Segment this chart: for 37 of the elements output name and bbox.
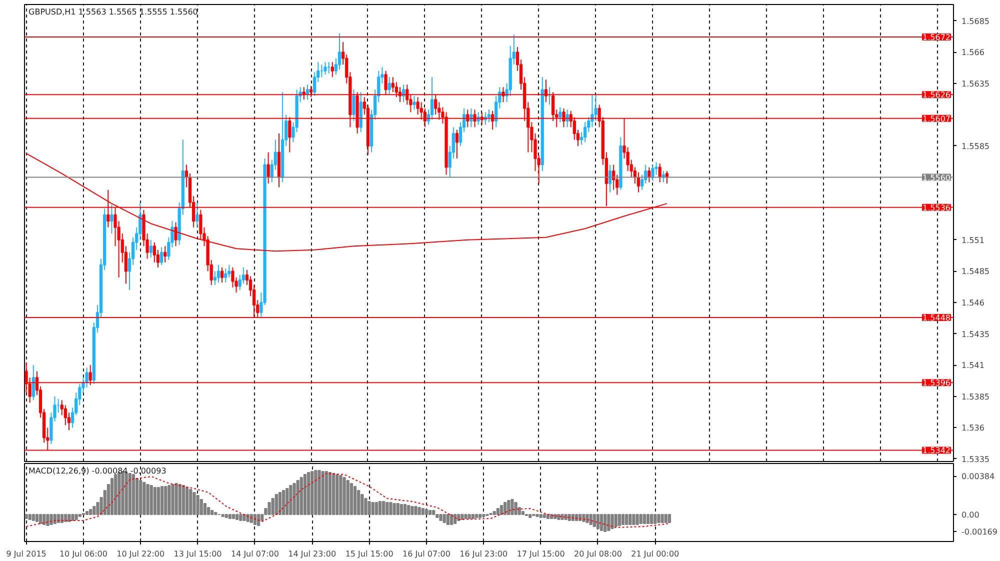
x-tick-label: 10 Jul 06:00 — [59, 550, 108, 558]
y-tick-label: 1.546 — [962, 298, 984, 308]
y-tick-label: 0.00 — [962, 510, 980, 520]
x-tick-label: 14 Jul 07:00 — [230, 550, 279, 558]
ref-line-label: 1.5607 — [922, 114, 951, 124]
y-tick-label: 1.5385 — [962, 392, 990, 402]
x-tick-label: 15 Jul 15:00 — [345, 550, 394, 558]
y-tick-label: 1.5685 — [962, 16, 990, 26]
ref-line-label: 1.5626 — [922, 90, 951, 100]
ref-line-label: 1.5672 — [922, 33, 951, 42]
y-tick-label: 1.5635 — [962, 79, 990, 88]
y-tick-label: 1.551 — [962, 236, 984, 245]
y-tick-label: 1.5335 — [962, 454, 990, 464]
ref-line-label: 1.5560 — [922, 173, 951, 182]
x-tick-label: 16 Jul 07:00 — [402, 550, 450, 558]
x-tick-label: 16 Jul 23:00 — [460, 550, 508, 558]
x-tick-label: 17 Jul 15:00 — [516, 550, 565, 558]
x-tick-label: 20 Jul 08:00 — [574, 550, 622, 558]
y-tick-label: 1.541 — [962, 361, 984, 370]
ref-line-label: 1.5448 — [922, 314, 951, 323]
y-tick-label: 1.5585 — [962, 142, 990, 151]
x-tick-label: 14 Jul 23:00 — [288, 550, 336, 558]
ref-line-label: 1.5536 — [922, 203, 951, 212]
y-tick-label: 1.5485 — [962, 267, 990, 276]
x-tick-label: 13 Jul 15:00 — [174, 550, 222, 558]
y-tick-label: -0.00169 — [962, 527, 998, 536]
y-tick-label: 0.00384 — [962, 472, 995, 482]
x-tick-label: 10 Jul 22:00 — [116, 550, 165, 558]
chart-title: MACD(12,26,9) -0.00084 -0.00093 — [28, 466, 166, 476]
y-tick-label: 1.536 — [962, 424, 984, 433]
x-tick-label: 9 Jul 2015 — [6, 550, 46, 558]
ref-line-label: 1.5342 — [922, 446, 951, 456]
y-tick-label: 1.566 — [962, 48, 984, 58]
y-tick-label: 1.5435 — [962, 330, 990, 339]
ref-line-label: 1.5396 — [922, 378, 951, 388]
x-tick-label: 21 Jul 00:00 — [631, 550, 680, 558]
chart-title: GBPUSD,H1 1.5563 1.5565 1.5555 1.5560 — [28, 8, 198, 16]
